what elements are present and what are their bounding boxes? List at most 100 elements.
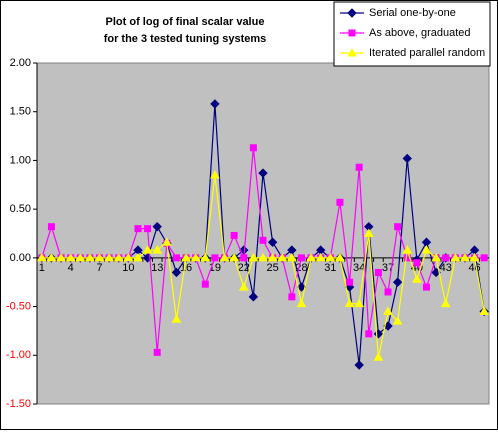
data-point [152,221,162,232]
data-point [259,236,267,244]
data-point [47,223,55,231]
data-point [56,252,66,262]
y-tick-label: 2.00 [10,57,31,69]
data-point [248,292,259,302]
data-point [335,252,345,262]
x-tick-label: 7 [96,262,102,274]
data-point [229,252,240,262]
data-point [65,252,76,262]
data-point [344,298,355,308]
chart-title: for the 3 tested tuning systems [104,33,267,45]
data-point [479,306,490,315]
data-point [133,252,143,262]
data-point [249,144,257,152]
data-point [200,252,211,262]
legend-marker [347,47,357,57]
data-point [258,252,268,262]
data-point [201,280,209,288]
legend-label: Serial one-by-one [369,7,456,19]
data-point [394,223,402,231]
x-tick-label: 16 [180,262,192,274]
x-tick-label: 13 [151,262,163,274]
data-point [460,252,470,262]
legend-marker [347,8,357,18]
data-point [421,245,432,254]
data-point [240,254,248,262]
x-tick-label: 10 [122,262,134,274]
data-point [152,245,163,254]
data-point [354,298,365,308]
x-tick-label: 43 [440,262,452,274]
legend-marker [348,29,356,37]
data-point [450,252,461,262]
data-point [153,348,161,356]
data-point [238,282,249,291]
x-tick-label: 34 [353,262,365,274]
data-point [365,330,373,338]
plot-area [36,62,490,405]
data-point [211,254,219,262]
x-tick-label: 4 [68,262,74,274]
data-point [431,252,441,262]
data-point [172,254,180,262]
data-point [161,237,172,246]
data-point [104,252,114,262]
data-point [325,252,336,262]
data-point [258,168,268,178]
y-tick-label: -0.50 [6,300,31,312]
data-point [286,252,297,262]
data-point [413,259,421,267]
x-tick-label: 46 [468,262,480,274]
data-point [134,225,142,233]
data-point [181,252,191,262]
data-point [190,252,201,262]
data-point [363,228,374,237]
x-tick-label: 25 [266,262,278,274]
data-point [355,163,363,171]
data-point [288,293,296,301]
data-point [171,314,182,323]
legend-label: Iterated parallel random [369,47,485,59]
data-point [75,252,86,262]
x-tick-label: 19 [209,262,221,274]
data-point [402,153,412,164]
data-point [297,254,305,262]
data-point [267,237,278,247]
y-tick-label: -1.00 [6,349,31,361]
data-point [384,288,392,296]
data-point [402,245,413,254]
data-point [422,283,430,291]
data-point [277,252,288,262]
data-point [171,267,182,278]
y-tick-label: -1.50 [6,398,31,410]
data-point [46,252,57,262]
data-point [210,99,220,109]
chart-title: Plot of log of final scalar value [106,16,265,28]
data-point [267,252,278,262]
data-point [36,252,47,262]
data-point [248,252,259,262]
data-point [315,252,326,262]
data-point [442,254,450,262]
x-tick-label: 1 [39,262,45,274]
data-point [142,245,153,254]
y-tick-label: 0.00 [10,252,31,264]
data-point [94,252,105,262]
data-point [219,252,230,262]
y-tick-label: 1.00 [10,154,31,166]
data-point [469,252,480,262]
data-point [296,298,307,308]
data-point [354,360,364,370]
data-point [374,268,382,276]
data-point [306,252,316,262]
data-point [383,306,393,315]
data-point [123,252,134,262]
y-tick-label: 0.50 [10,203,31,215]
data-point [144,225,152,233]
data-point [392,277,403,287]
data-point [296,282,307,292]
legend-label: As above, graduated [369,27,471,39]
data-point [336,198,344,206]
data-point [113,252,124,262]
